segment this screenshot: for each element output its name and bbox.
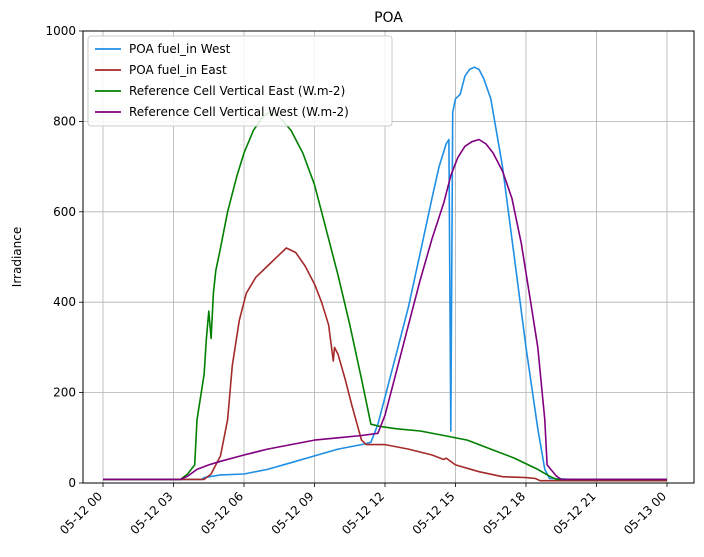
chart-title: POA (374, 10, 403, 26)
y-tick-label: 800 (53, 114, 76, 128)
y-tick-label: 200 (53, 386, 76, 400)
x-tick-label: 05-12 00 (57, 489, 105, 537)
plot-frame (82, 30, 695, 484)
series-line-2 (103, 247, 667, 482)
series-line-4 (103, 138, 667, 481)
x-tick-label: 05-12 09 (269, 489, 317, 537)
legend-label: POA fuel_in East (129, 63, 227, 77)
axes (82, 30, 695, 484)
legend-label: Reference Cell Vertical West (W.m-2) (129, 105, 349, 119)
x-tick-label: 05-12 03 (128, 489, 176, 537)
y-tick-label: 600 (53, 205, 76, 219)
y-tick-label: 0 (68, 476, 76, 490)
x-tick-label: 05-12 18 (480, 489, 528, 537)
y-tick-label: 1000 (45, 24, 76, 38)
x-tick-label: 05-12 12 (339, 489, 387, 537)
y-tick-label: 400 (53, 295, 76, 309)
legend-label: Reference Cell Vertical East (W.m-2) (129, 84, 345, 98)
y-axis-label: Irradiance (10, 227, 24, 287)
series-line-1 (103, 66, 667, 481)
legend-box (87, 35, 393, 127)
x-tick-label: 05-12 15 (410, 489, 458, 537)
legend-label: POA fuel_in West (129, 42, 231, 56)
x-tick-label: 05-12 06 (198, 489, 246, 537)
x-tick-label: 05-13 00 (621, 489, 669, 537)
x-tick-label: 05-12 21 (551, 489, 599, 537)
legend: POA fuel_in West POA fuel_in East Referenc… (87, 35, 393, 127)
